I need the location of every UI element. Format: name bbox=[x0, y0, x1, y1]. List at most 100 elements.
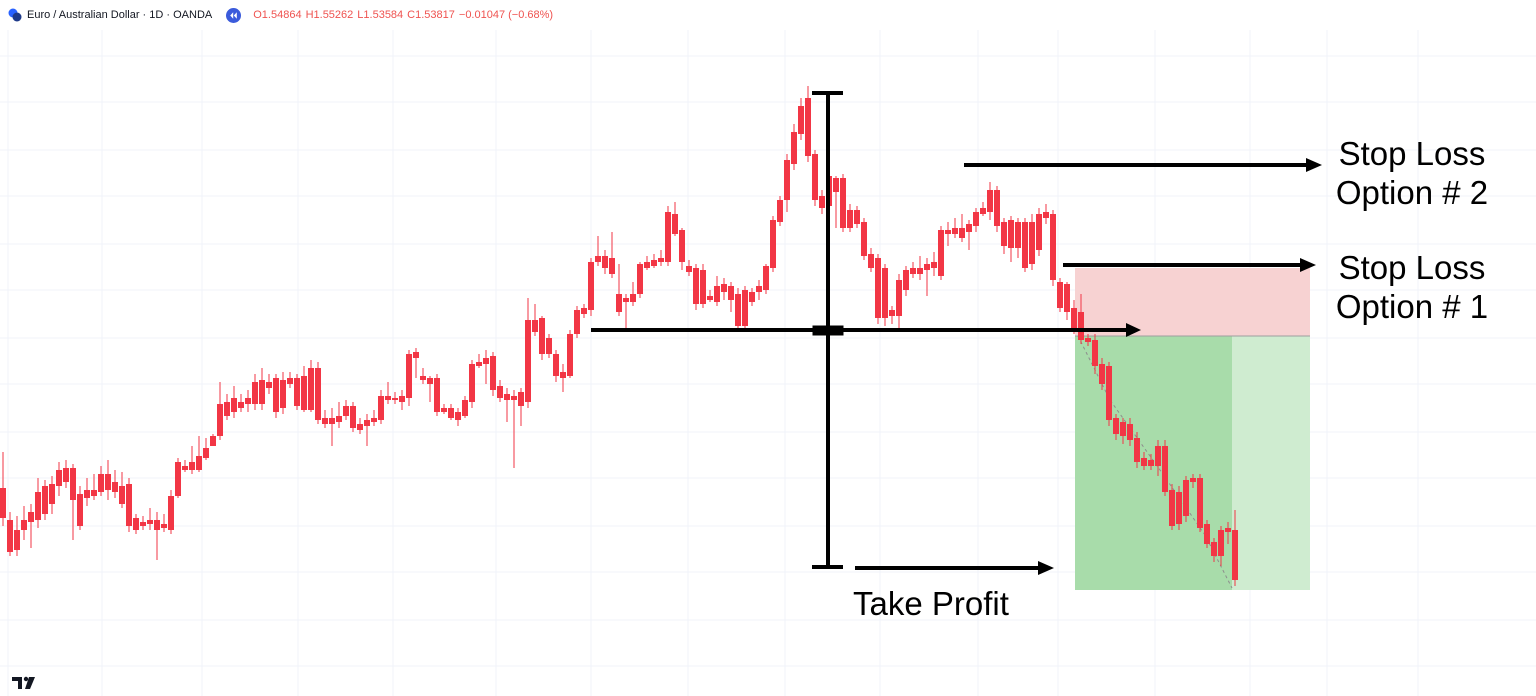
candle-bearish bbox=[49, 476, 55, 514]
candle-body bbox=[1176, 492, 1182, 524]
candle-bearish bbox=[462, 396, 468, 418]
candle-bearish bbox=[273, 374, 279, 418]
candle-body bbox=[798, 106, 804, 134]
candle-bearish bbox=[1197, 474, 1203, 532]
candle-body bbox=[259, 380, 265, 404]
candle-body bbox=[98, 474, 104, 492]
candle-bearish bbox=[420, 368, 426, 384]
symbol-title[interactable]: Euro / Australian Dollar · 1D · OANDA bbox=[27, 9, 213, 21]
candle-bearish bbox=[672, 202, 678, 236]
candle-bearish bbox=[392, 392, 398, 404]
candle-bearish bbox=[868, 248, 874, 272]
candle-bearish bbox=[777, 196, 783, 226]
candle-bearish bbox=[441, 404, 447, 414]
candle-body bbox=[469, 364, 475, 402]
candle-body bbox=[560, 372, 566, 378]
candle-body bbox=[315, 368, 321, 420]
stop-loss-zone bbox=[1075, 268, 1310, 336]
candle-bearish bbox=[714, 276, 720, 306]
candle-body bbox=[770, 220, 776, 268]
candle-bearish bbox=[973, 208, 979, 232]
candle-bearish bbox=[336, 402, 342, 428]
candle-bearish bbox=[784, 154, 790, 212]
candle-body bbox=[651, 260, 657, 266]
candle-body bbox=[1001, 222, 1007, 246]
take-profit-label: Take Profit bbox=[853, 585, 1009, 622]
candle-bearish bbox=[126, 478, 132, 532]
chart-header: Euro / Australian Dollar · 1D · OANDA O1… bbox=[0, 0, 1536, 30]
candle-bearish bbox=[700, 264, 706, 308]
candle-body bbox=[1106, 366, 1112, 420]
stop-loss-1-line-2: Option # 1 bbox=[1335, 288, 1489, 325]
candle-body bbox=[1204, 524, 1210, 544]
candle-bearish bbox=[987, 182, 993, 220]
candle-body bbox=[329, 418, 335, 424]
candle-bearish bbox=[847, 204, 853, 232]
candle-bearish bbox=[105, 460, 111, 500]
candle-body bbox=[497, 386, 503, 398]
take-profit-arrow-head bbox=[1038, 561, 1054, 575]
candle-body bbox=[917, 268, 923, 274]
candle-body bbox=[1141, 458, 1147, 466]
candle-bearish bbox=[483, 350, 489, 384]
candle-bearish bbox=[385, 382, 391, 404]
candle-bearish bbox=[735, 288, 741, 332]
candle-bearish bbox=[546, 334, 552, 358]
candle-body bbox=[756, 286, 762, 292]
candle-bearish bbox=[749, 288, 755, 306]
tradingview-logo[interactable] bbox=[12, 675, 38, 691]
candle-body bbox=[567, 334, 573, 376]
candle-bearish bbox=[959, 214, 965, 242]
candle-bearish bbox=[938, 226, 944, 280]
candle-bearish bbox=[476, 354, 482, 368]
candle-body bbox=[1134, 438, 1140, 462]
candle-body bbox=[21, 520, 27, 530]
candle-body bbox=[987, 190, 993, 212]
candle-bearish bbox=[1050, 210, 1056, 286]
candle-body bbox=[504, 394, 510, 400]
candle-body bbox=[980, 208, 986, 214]
candle-bearish bbox=[1022, 218, 1028, 272]
candle-bearish bbox=[875, 254, 881, 324]
candle-bearish bbox=[889, 306, 895, 324]
candle-bearish bbox=[525, 298, 531, 408]
candle-body bbox=[728, 286, 734, 300]
candle-body bbox=[553, 354, 559, 376]
candle-body bbox=[1127, 424, 1133, 440]
candle-body bbox=[112, 482, 118, 492]
ohlc-open: O1.54864 bbox=[253, 9, 302, 21]
candle-body bbox=[238, 402, 244, 408]
currency-pair-icon[interactable] bbox=[8, 8, 22, 22]
candle-bearish bbox=[609, 232, 615, 278]
candle-body bbox=[483, 358, 489, 364]
candle-body bbox=[952, 228, 958, 234]
candle-bearish bbox=[756, 280, 762, 300]
candle-bearish bbox=[1092, 334, 1098, 374]
replay-icon[interactable] bbox=[226, 7, 242, 23]
candle-body bbox=[217, 404, 223, 436]
candle-body bbox=[427, 378, 433, 384]
candle-body bbox=[252, 382, 258, 404]
candle-bearish bbox=[532, 304, 538, 336]
candle-body bbox=[574, 310, 580, 334]
candle-body bbox=[546, 338, 552, 354]
candle-body bbox=[1050, 214, 1056, 280]
candle-bearish bbox=[35, 478, 41, 528]
candle-body bbox=[91, 490, 97, 496]
candle-bearish bbox=[1008, 216, 1014, 262]
candle-bearish bbox=[1148, 454, 1154, 470]
candle-body bbox=[1197, 478, 1203, 528]
candle-body bbox=[819, 196, 825, 208]
candle-bearish bbox=[84, 478, 90, 506]
candle-body bbox=[882, 268, 888, 318]
candle-bearish bbox=[1190, 474, 1196, 488]
candle-body bbox=[56, 470, 62, 486]
candle-bearish bbox=[252, 374, 258, 410]
candle-bearish bbox=[763, 264, 769, 294]
candle-bearish bbox=[70, 464, 76, 540]
candle-body bbox=[203, 448, 209, 458]
candle-bearish bbox=[1204, 520, 1210, 548]
candle-body bbox=[1211, 542, 1217, 556]
candle-body bbox=[693, 268, 699, 304]
